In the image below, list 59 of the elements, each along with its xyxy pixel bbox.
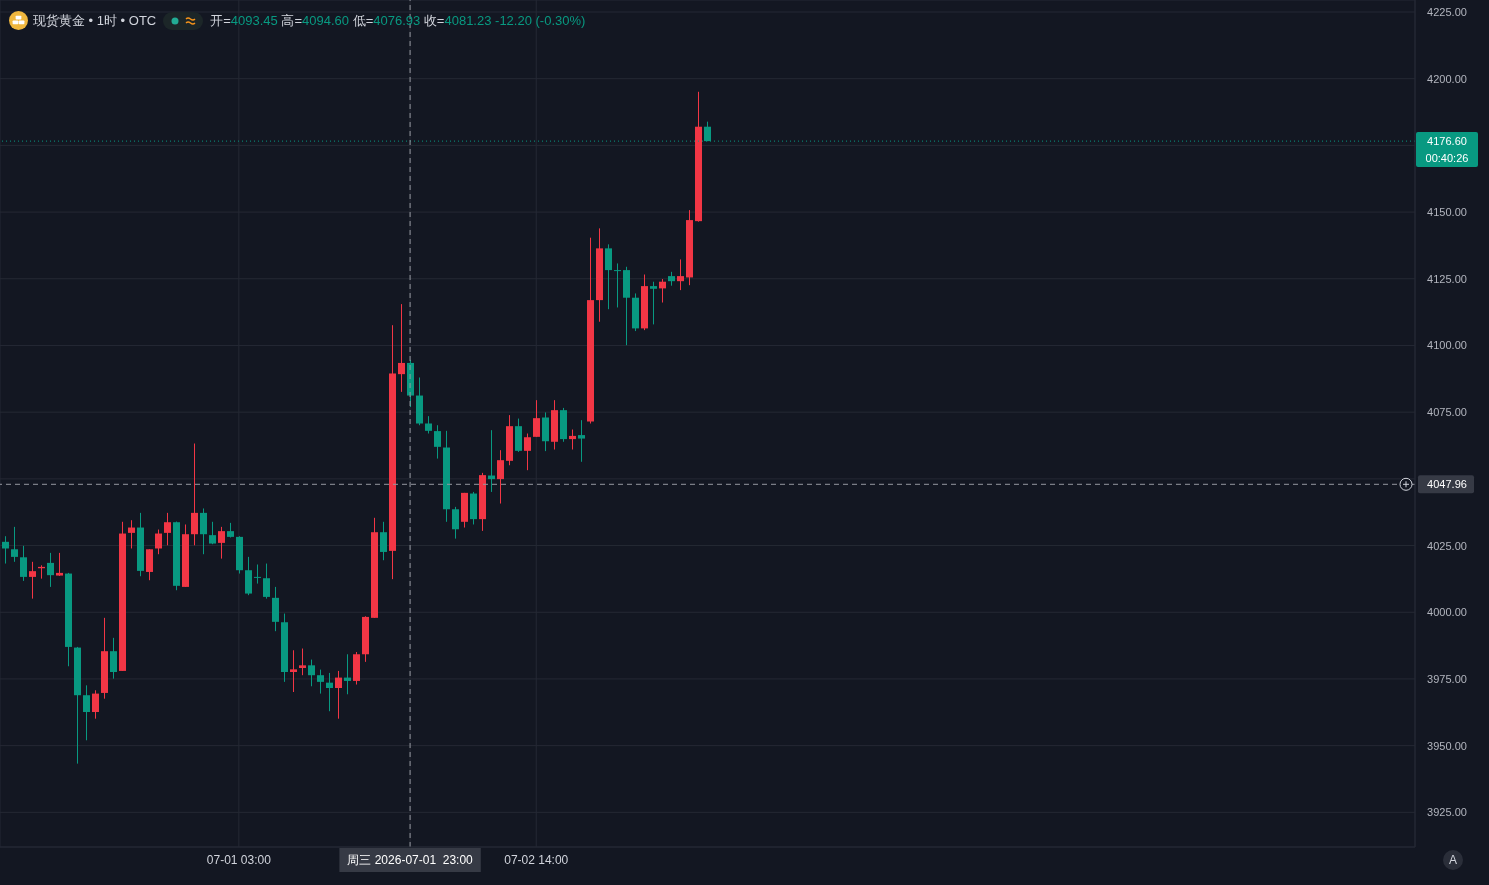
candlestick <box>650 281 657 325</box>
candlestick <box>677 258 684 291</box>
candlestick <box>164 512 171 546</box>
y-tick-label: 4000.00 <box>1427 606 1467 619</box>
circle-button: A <box>1443 850 1463 870</box>
candlestick <box>191 443 198 546</box>
text: 开=4093.45 高=4094.60 低=4076.93 收=4081.23 -12.20 (-0.30%) <box>210 12 586 28</box>
candlestick <box>263 563 270 600</box>
y-tick-label: 3925.00 <box>1427 806 1467 819</box>
text: 现货黄金 • 1时 • OTC <box>33 11 157 30</box>
candlestick <box>524 433 531 471</box>
y-tick-label: 4225.00 <box>1427 6 1467 18</box>
candlestick <box>56 552 63 577</box>
candlestick <box>398 303 405 393</box>
y-tick-label: 4100.00 <box>1427 339 1467 352</box>
candlestick <box>110 637 117 680</box>
candlestick <box>146 548 153 581</box>
candlestick <box>155 529 162 555</box>
candlestick <box>20 545 27 582</box>
candlestick <box>128 519 135 549</box>
y-tick-label: 4200.00 <box>1427 72 1467 85</box>
candlestick <box>605 243 612 310</box>
candlestick <box>569 429 576 451</box>
y-tick-label: 3975.00 <box>1427 672 1467 685</box>
candlestick <box>434 424 441 460</box>
candlestick <box>344 653 351 695</box>
candlestick <box>578 419 585 463</box>
candlestick <box>245 556 252 596</box>
x-tick-label: 周三 2026-07-01 23:00 <box>347 853 474 867</box>
y-tick-label: 4150.00 <box>1427 206 1467 219</box>
candlestick <box>614 262 621 308</box>
candlestick <box>272 586 279 632</box>
candlestick <box>218 526 225 560</box>
candlestick <box>47 552 54 588</box>
candlestick <box>497 449 504 505</box>
candlestick <box>254 563 261 585</box>
candlestick <box>380 521 387 561</box>
candlestick <box>29 561 36 600</box>
x-tick-label: 07-01 03:00 <box>206 853 272 867</box>
candlestick <box>200 507 207 555</box>
candlestick <box>335 670 342 720</box>
y-tick-label: 4025.00 <box>1427 539 1467 552</box>
candlestick <box>308 659 315 687</box>
ref-line-label: 4047.96 <box>1427 478 1467 491</box>
candlestick <box>452 506 459 540</box>
y-tick-label: 3950.00 <box>1427 739 1467 752</box>
candlestick <box>326 672 333 712</box>
candlestick <box>317 669 324 695</box>
candlestick <box>542 411 549 452</box>
candlestick <box>83 684 90 741</box>
y-tick-label: 4125.00 <box>1427 272 1467 285</box>
ref-line-label: 4176.60 00:40:26 <box>1425 135 1469 165</box>
y-tick-label: 4075.00 <box>1427 406 1467 419</box>
candlestick <box>92 689 99 720</box>
candlestick <box>299 648 306 676</box>
candlestick <box>11 526 18 563</box>
x-tick-label: 07-02 14:00 <box>504 853 569 867</box>
candlestick <box>533 399 540 438</box>
candlestick <box>290 649 297 693</box>
